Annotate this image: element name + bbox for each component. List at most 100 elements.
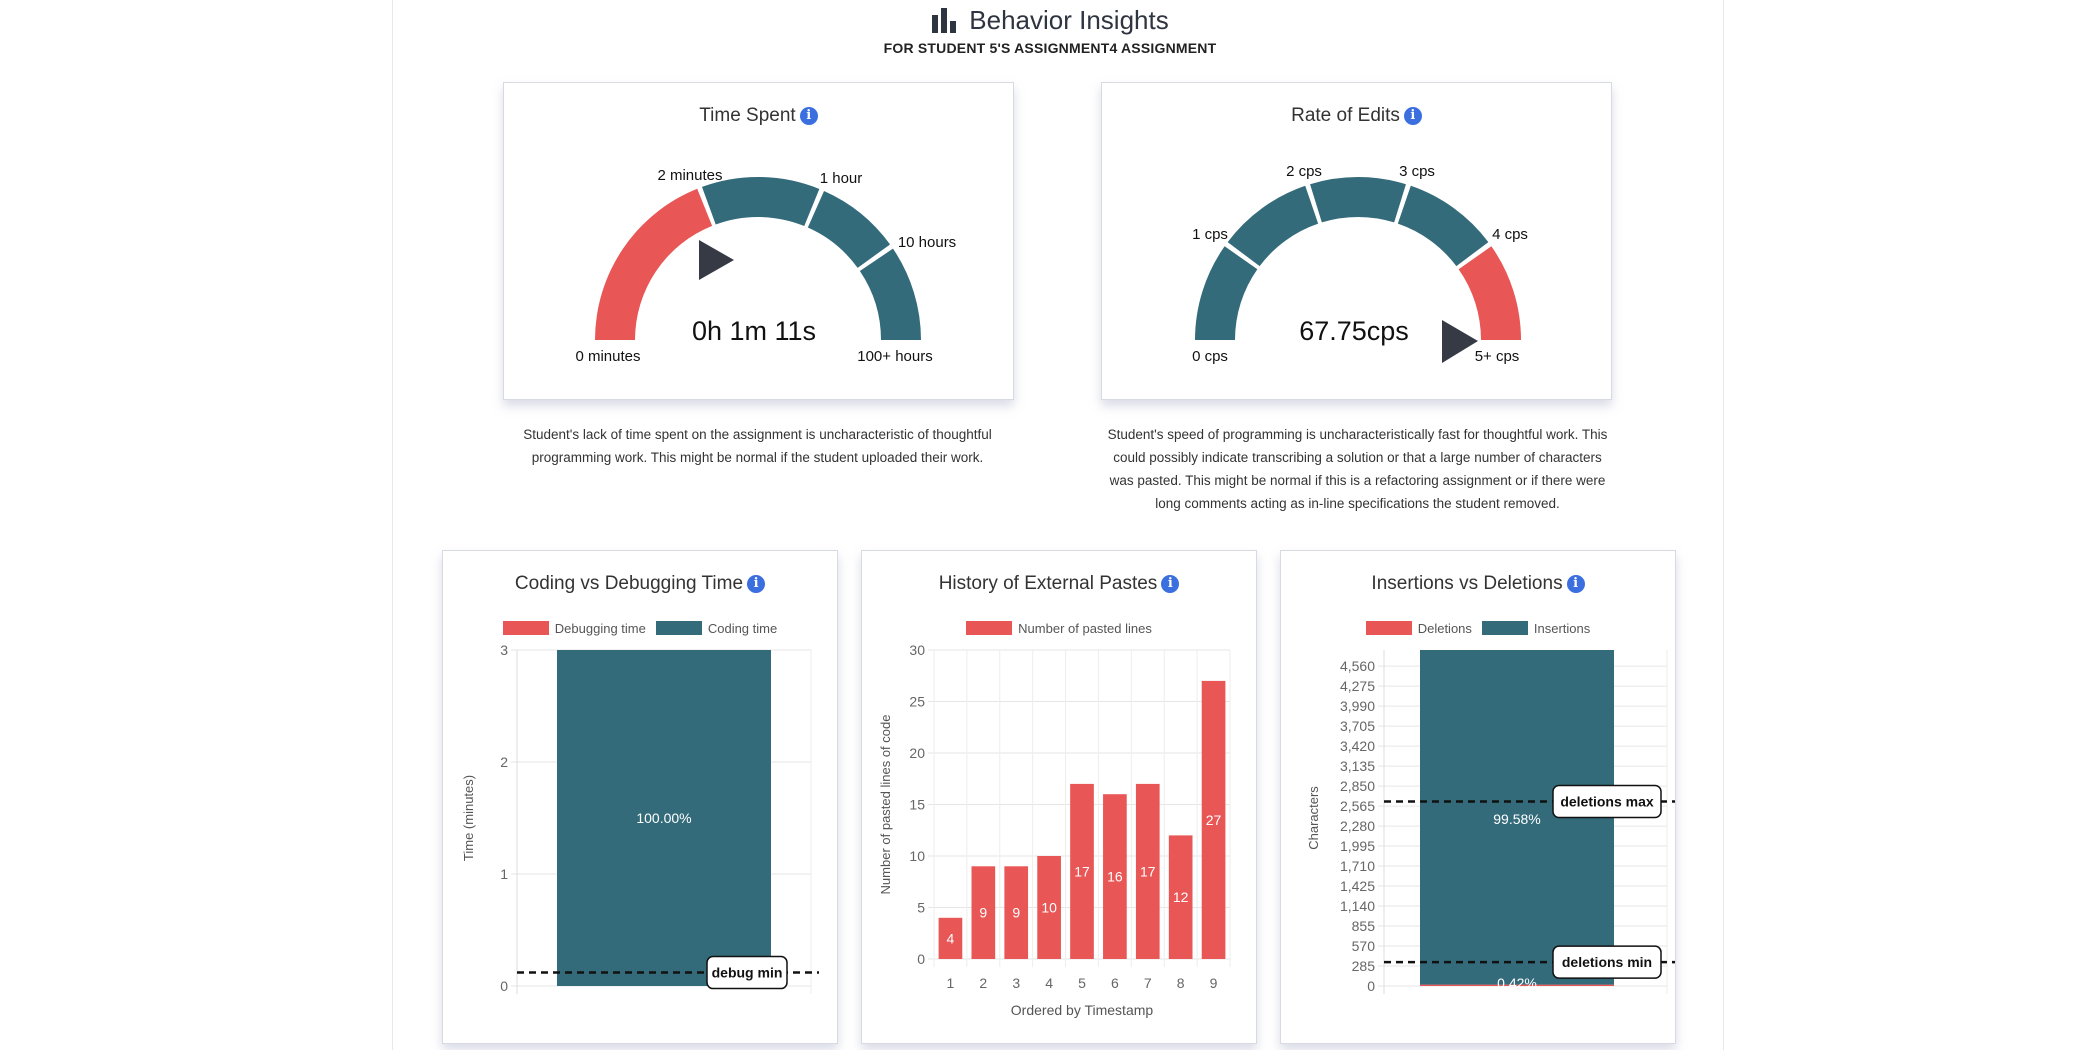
card-title-text: Rate of Edits	[1291, 105, 1400, 126]
annotation-label: deletions min	[1562, 954, 1652, 970]
info-icon[interactable]: i	[1566, 575, 1585, 593]
data-label: 99.58%	[1493, 811, 1540, 827]
bar	[1201, 680, 1226, 959]
x-tick-label: 3	[1012, 975, 1020, 991]
rate-of-edits-card: Rate of Edits i 0 cps 1 cps 2 cps 3 cps 4 cps…	[1101, 82, 1612, 400]
chart-canvas: 0 1 2 3 Time (minutes) 100.00% debug min	[461, 642, 819, 994]
gauge-label: 5+ cps	[1475, 348, 1520, 365]
info-icon[interactable]: i	[799, 107, 818, 125]
x-tick-label: 6	[1111, 975, 1119, 991]
bar	[1103, 794, 1127, 959]
y-tick-label: 3,705	[1340, 718, 1375, 734]
legend-item[interactable]: Insertions	[1481, 621, 1590, 636]
time-spent-card: Time Spent i 0 minutes 2 minutes 1 hour 10 h…	[503, 82, 1014, 400]
y-tick-label: 570	[1352, 938, 1376, 954]
y-tick-label: 25	[909, 694, 925, 710]
data-label: 16	[1107, 869, 1123, 885]
bar	[1004, 866, 1029, 959]
bar-chart-icon	[932, 8, 957, 33]
rate-of-edits-description: Student's speed of programming is unchar…	[1107, 427, 1608, 511]
y-tick-label: 3	[500, 642, 508, 658]
bar-deletions	[1420, 984, 1614, 986]
annotation-box	[706, 955, 788, 990]
x-tick-label: 7	[1144, 975, 1152, 991]
page-title-text: Behavior Insights	[969, 4, 1169, 35]
card-title: History of External Pastes i	[862, 573, 1256, 595]
gauge-pointer-icon	[699, 240, 734, 280]
data-label: 9	[1012, 905, 1020, 921]
card-title-text: Time Spent	[699, 105, 796, 126]
info-icon[interactable]: i	[747, 575, 766, 593]
info-icon[interactable]: i	[1161, 575, 1180, 593]
data-label: 100.00%	[636, 810, 691, 826]
y-tick-label: 1,995	[1340, 838, 1375, 854]
chart-canvas: 0 285 570 855 1,140 1,425 1,710 1,995 2,280 2,565…	[1306, 650, 1675, 994]
data-label: 9	[979, 905, 987, 921]
y-tick-label: 0	[500, 978, 508, 994]
data-label: 27	[1206, 812, 1222, 828]
y-tick-label: 5	[917, 900, 925, 916]
gauge-segment	[807, 190, 891, 268]
gauge-segment	[1458, 246, 1521, 340]
gauge-label: 10 hours	[898, 234, 956, 251]
gauge-label: 4 cps	[1492, 226, 1528, 243]
y-tick-label: 855	[1352, 918, 1376, 934]
y-tick-label: 1,710	[1340, 858, 1375, 874]
x-tick-label: 8	[1177, 975, 1185, 991]
y-tick-label: 2,850	[1340, 778, 1375, 794]
y-tick-label: 2	[500, 754, 508, 770]
legend-item[interactable]: Number of pasted lines	[966, 621, 1152, 636]
x-tick-label: 4	[1045, 975, 1053, 991]
legend-item[interactable]: Coding time	[655, 621, 777, 636]
gauge-value: 0h 1m 11s	[692, 316, 816, 346]
y-tick-label: 285	[1352, 958, 1376, 974]
annotation-label: deletions max	[1560, 794, 1654, 810]
y-tick-label: 20	[909, 745, 925, 761]
y-tick-label: 1,140	[1340, 898, 1375, 914]
x-tick-label: 2	[979, 975, 987, 991]
card-title: Rate of Edits i	[1102, 105, 1611, 127]
coding-vs-debugging-card: Coding vs Debugging Time i Debugging time…	[442, 550, 838, 1044]
legend-item[interactable]: Debugging time	[502, 621, 646, 636]
gauge-label: 0 minutes	[575, 348, 640, 365]
data-label: 10	[1041, 900, 1057, 916]
gauge-label: 1 hour	[820, 170, 863, 187]
y-tick-label: 30	[909, 642, 925, 658]
y-tick-label: 2,280	[1340, 818, 1375, 834]
x-tick-label: 1	[947, 975, 955, 991]
bar	[1168, 835, 1193, 959]
data-label: 17	[1140, 863, 1156, 879]
time-spent-description: Student's lack of time spent on the assi…	[523, 427, 992, 465]
gauge-value: 67.75cps	[1299, 316, 1409, 346]
y-tick-label: 3,420	[1340, 738, 1375, 754]
bar	[1135, 783, 1160, 959]
chart-canvas: 0 minutes 2 minutes 1 hour 10 hours 100+ hou…	[575, 167, 956, 365]
card-title: Time Spent i	[504, 105, 1013, 127]
external-pastes-card: History of External Pastes i Number of pa…	[861, 550, 1257, 1044]
y-tick-label: 10	[909, 848, 925, 864]
y-axis-title: Number of pasted lines of code	[878, 715, 893, 895]
y-tick-label: 0	[1367, 978, 1375, 994]
page-subtitle: FOR STUDENT 5'S ASSIGNMENT4 ASSIGNMENT	[883, 40, 1217, 56]
annotation-box	[1552, 784, 1662, 819]
card-title-text: Insertions vs Deletions	[1371, 573, 1563, 594]
bar	[1037, 856, 1061, 959]
page-column	[392, 0, 1724, 1050]
bar	[938, 917, 963, 959]
y-axis-title: Characters	[1306, 786, 1321, 850]
gauge-segment	[1310, 177, 1406, 223]
gauge-label: 100+ hours	[857, 348, 932, 365]
legend-item[interactable]: Deletions	[1365, 621, 1472, 636]
gauge-segment	[1397, 185, 1489, 267]
chart-legend: Number of pasted lines	[862, 621, 1256, 636]
y-tick-label: 4,275	[1340, 678, 1375, 694]
gauge-label: 3 cps	[1399, 163, 1435, 180]
gauge-label: 2 cps	[1286, 163, 1322, 180]
info-icon[interactable]: i	[1403, 107, 1422, 125]
gauge-label: 1 cps	[1192, 226, 1228, 243]
data-label: 0.42%	[1497, 975, 1537, 991]
data-label: 17	[1074, 863, 1090, 879]
data-label: 4	[947, 930, 955, 946]
y-tick-label: 3,135	[1340, 758, 1375, 774]
